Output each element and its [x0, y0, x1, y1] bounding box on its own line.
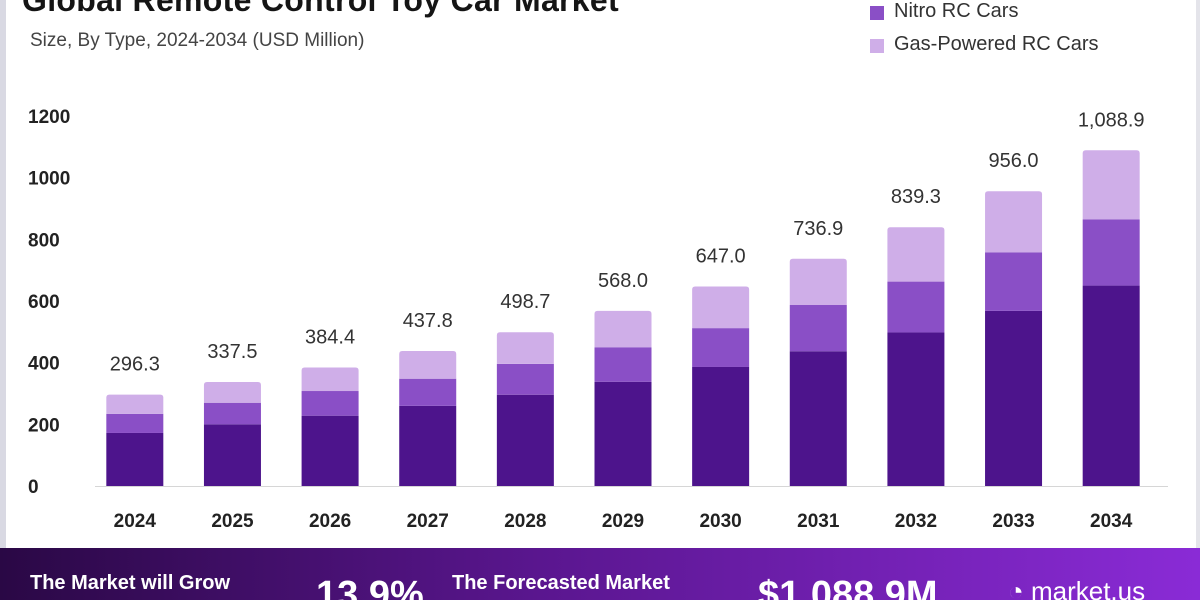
- footer-banner: The Market will Grow 13.9% The Forecaste…: [0, 548, 1200, 600]
- frame-border-right: [1196, 0, 1200, 548]
- legend-label-gas-powered: Gas-Powered RC Cars: [894, 33, 1099, 55]
- legend-label-nitro: Nitro RC Cars: [894, 0, 1019, 22]
- chart-subtitle: Size, By Type, 2024-2034 (USD Million): [30, 30, 365, 51]
- bar-segment-2031-series-1: [789, 305, 847, 352]
- x-tick-label-2033: 2033: [992, 511, 1034, 532]
- bar-total-label-2028: 498.7: [500, 291, 550, 313]
- x-tick-label-2034: 2034: [1090, 511, 1133, 532]
- bar-segment-2024-series-2: [106, 394, 164, 414]
- bar-total-label-2031: 736.9: [793, 218, 843, 240]
- bar-segment-2031-series-0: [789, 351, 847, 486]
- x-tick-label-2025: 2025: [211, 511, 254, 532]
- bar-segment-2025-series-0: [203, 424, 261, 486]
- bar-segment-2032-series-2: [887, 227, 945, 282]
- bar-segment-2032-series-0: [887, 332, 945, 486]
- legend-swatch-nitro: [870, 6, 884, 20]
- footer-forecast-label: The Forecasted Market: [452, 572, 670, 594]
- bar-segment-2029-series-0: [594, 381, 652, 486]
- bar-segment-2028-series-1: [496, 363, 554, 395]
- bar-segment-2034-series-1: [1082, 219, 1140, 286]
- footer-grow-label: The Market will Grow: [30, 572, 231, 594]
- legend-swatch-gas-powered: [870, 39, 884, 53]
- bar-segment-2027-series-0: [399, 405, 457, 486]
- y-tick-label-1000: 1000: [28, 169, 70, 190]
- bar-segment-2024-series-0: [106, 432, 164, 486]
- stacked-bar-chart: 0 200 400 600 800 1000 1200 296.3 2024 337.5 2025 3…: [28, 107, 1168, 532]
- x-tick-label-2029: 2029: [602, 511, 644, 532]
- bar-segment-2024-series-1: [106, 413, 164, 433]
- x-tick-label-2030: 2030: [699, 511, 741, 532]
- bar-segment-2029-series-1: [594, 347, 652, 382]
- footer-brand-logo: ◔‎ market.us: [1008, 576, 1145, 600]
- bar-segment-2026-series-2: [301, 367, 359, 392]
- bar-segment-2032-series-1: [887, 281, 945, 333]
- bar-segment-2027-series-1: [399, 378, 457, 406]
- bar-total-label-2027: 437.8: [403, 310, 453, 332]
- y-tick-label-400: 400: [28, 354, 60, 375]
- bar-total-label-2030: 647.0: [696, 246, 746, 268]
- bar-segment-2030-series-1: [692, 328, 750, 367]
- y-tick-label-1200: 1200: [28, 107, 70, 128]
- footer-cagr-value: 13.9%: [316, 574, 424, 600]
- y-tick-label-0: 0: [28, 477, 39, 498]
- bar-total-label-2034: 1,088.9: [1078, 109, 1145, 131]
- bar-total-label-2025: 337.5: [207, 341, 257, 363]
- bar-segment-2034-series-0: [1082, 285, 1140, 486]
- x-tick-label-2028: 2028: [504, 511, 546, 532]
- bar-total-label-2032: 839.3: [891, 186, 941, 208]
- footer-brand-name: market.us: [1030, 576, 1146, 600]
- bar-segment-2033-series-2: [985, 191, 1043, 253]
- x-tick-label-2032: 2032: [895, 511, 937, 532]
- bar-segment-2030-series-2: [692, 286, 750, 329]
- bar-segment-2025-series-2: [203, 381, 261, 403]
- bar-segment-2026-series-0: [301, 415, 359, 486]
- y-tick-label-800: 800: [28, 230, 60, 251]
- x-tick-label-2031: 2031: [797, 511, 840, 532]
- bar-segment-2030-series-0: [692, 366, 750, 486]
- bar-segment-2034-series-2: [1082, 150, 1140, 220]
- bar-segment-2028-series-0: [496, 394, 554, 486]
- y-tick-label-600: 600: [28, 292, 60, 313]
- frame-border-left: [0, 0, 6, 548]
- bar-segment-2027-series-2: [399, 351, 457, 379]
- chart-title: Global Remote Control Toy Car Market: [22, 0, 619, 18]
- x-tick-label-2026: 2026: [309, 511, 351, 532]
- x-tick-label-2027: 2027: [407, 511, 449, 532]
- footer-brand-icon: ◔‎: [1008, 576, 1024, 600]
- bar-segment-2026-series-1: [301, 391, 359, 416]
- bar-total-label-2033: 956.0: [989, 150, 1039, 172]
- bar-segment-2033-series-1: [985, 252, 1043, 311]
- x-tick-label-2024: 2024: [114, 511, 157, 532]
- bar-segment-2033-series-0: [985, 310, 1043, 486]
- y-tick-label-200: 200: [28, 415, 60, 436]
- bar-segment-2031-series-2: [789, 258, 847, 306]
- bar-total-label-2024: 296.3: [110, 354, 160, 376]
- footer-forecast-value: $1,088.9M: [758, 574, 938, 600]
- bar-segment-2025-series-1: [203, 402, 261, 425]
- bar-segment-2028-series-2: [496, 332, 554, 364]
- bar-segment-2029-series-2: [594, 310, 652, 348]
- bar-total-label-2029: 568.0: [598, 270, 648, 292]
- bar-total-label-2026: 384.4: [305, 326, 355, 348]
